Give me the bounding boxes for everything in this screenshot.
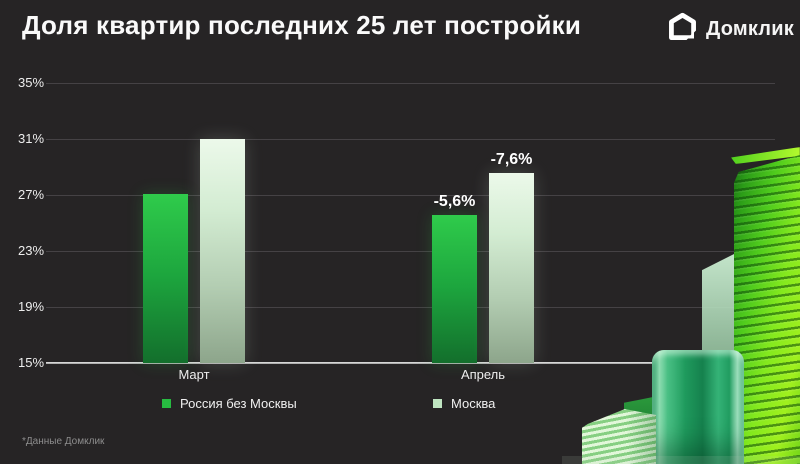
domclick-house-icon xyxy=(668,11,699,48)
x-axis-label-Март: Март xyxy=(178,367,210,382)
y-axis-label-19: 19% xyxy=(18,299,45,314)
building-small-striped xyxy=(582,409,656,464)
building-tall-roof-edge xyxy=(731,147,800,164)
gridline-15 xyxy=(46,362,775,364)
x-axis-label-Апрель: Апрель xyxy=(460,367,506,382)
legend-item-russia: Россия без Москвы xyxy=(162,396,297,411)
legend-swatch-moscow xyxy=(433,399,442,408)
y-axis-label-27: 27% xyxy=(18,187,45,202)
gridline-23 xyxy=(46,251,775,252)
legend-swatch-russia xyxy=(162,399,171,408)
bar-Март-russia xyxy=(143,193,188,363)
gridline-19 xyxy=(46,307,775,308)
y-axis-label-35: 35% xyxy=(18,75,45,90)
building-translucent xyxy=(702,251,740,464)
chart-legend: Россия без Москвы Москва xyxy=(0,396,800,412)
legend-item-moscow: Москва xyxy=(433,396,495,411)
bar-Март-moscow xyxy=(200,139,245,363)
building-tall xyxy=(734,155,800,464)
ground-reflection xyxy=(562,456,800,464)
gridline-27 xyxy=(46,195,775,196)
y-axis-label-15: 15% xyxy=(18,355,45,370)
y-axis-label-31: 31% xyxy=(18,131,45,146)
bar-Апрель-moscow xyxy=(489,172,534,363)
bar-Апрель-russia xyxy=(432,214,477,363)
delta-label-russia: -5,6% xyxy=(433,192,476,210)
legend-label-moscow: Москва xyxy=(451,396,496,411)
legend-label-russia: Россия без Москвы xyxy=(180,396,297,411)
brand-logo: Домклик xyxy=(668,11,794,48)
brand-name: Домклик xyxy=(706,18,794,40)
page-title: Доля квартир последних 25 лет постройки xyxy=(22,10,582,40)
gridline-31 xyxy=(46,139,775,140)
delta-label-moscow: -7,6% xyxy=(490,150,533,168)
data-source-note: *Данные Домклик xyxy=(22,436,105,447)
gridline-35 xyxy=(46,83,775,84)
y-axis-label-23: 23% xyxy=(18,243,45,258)
